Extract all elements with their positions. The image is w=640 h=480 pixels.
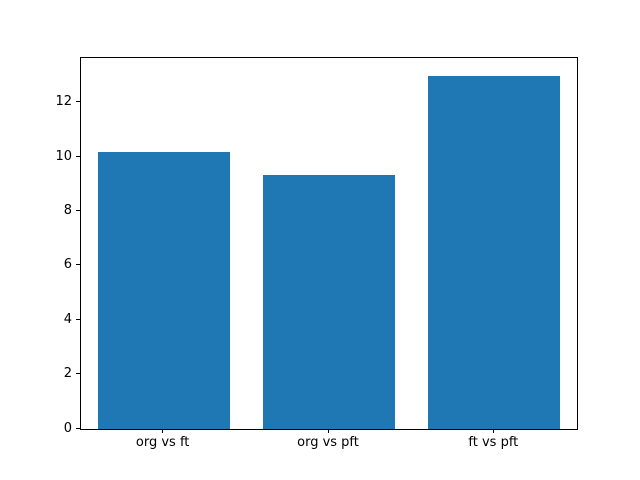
bar-org-vs-pft — [262, 175, 396, 429]
x-tick-mark — [162, 429, 164, 433]
y-tick-label: 0 — [63, 420, 72, 436]
y-tick-label: 8 — [63, 203, 72, 219]
y-tick-label: 12 — [55, 94, 72, 110]
x-tick-label-ft-vs-pft: ft vs pft — [468, 435, 519, 450]
x-tick-mark — [492, 429, 494, 433]
y-tick-mark — [76, 101, 80, 103]
x-tick-label-org-vs-pft: org vs pft — [297, 435, 359, 450]
y-tick-mark — [76, 264, 80, 266]
bar-org-vs-ft — [97, 151, 230, 429]
y-tick-mark — [76, 210, 80, 212]
plot-area — [80, 57, 578, 430]
y-tick-label: 4 — [63, 311, 72, 327]
bar-ft-vs-pft — [428, 75, 561, 429]
y-tick-label: 2 — [63, 366, 72, 382]
y-tick-mark — [76, 155, 80, 157]
y-tick-mark — [76, 373, 80, 375]
x-tick-label-org-vs-ft: org vs ft — [135, 435, 190, 450]
y-tick-mark — [76, 427, 80, 429]
y-tick-label: 10 — [55, 148, 72, 164]
x-tick-mark — [327, 429, 329, 433]
y-tick-label: 6 — [63, 257, 72, 273]
y-tick-mark — [76, 318, 80, 320]
